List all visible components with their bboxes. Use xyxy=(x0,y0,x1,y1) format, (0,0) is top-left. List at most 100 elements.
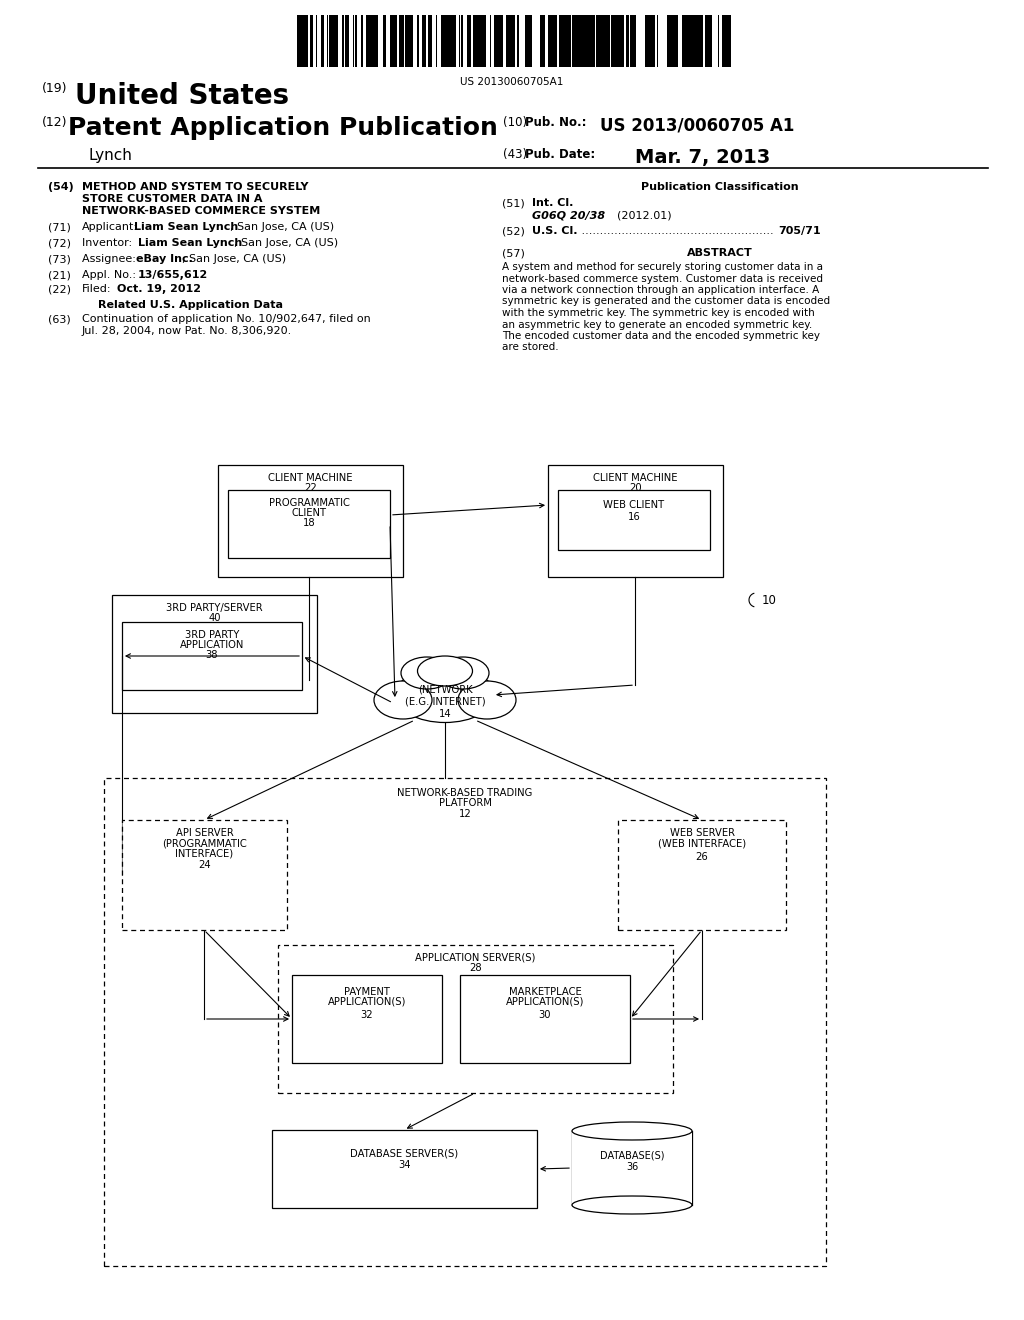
Bar xyxy=(482,15,484,67)
Text: (54): (54) xyxy=(48,182,74,191)
Bar xyxy=(653,15,655,67)
Bar xyxy=(461,15,463,67)
Text: APPLICATION(S): APPLICATION(S) xyxy=(506,997,584,1007)
Text: (22): (22) xyxy=(48,284,71,294)
Text: 36: 36 xyxy=(626,1162,638,1172)
Text: 12: 12 xyxy=(459,809,471,818)
Bar xyxy=(310,15,313,67)
Bar xyxy=(361,15,362,67)
Text: , San Jose, CA (US): , San Jose, CA (US) xyxy=(230,222,334,232)
Bar xyxy=(453,15,456,67)
Ellipse shape xyxy=(401,657,453,689)
Text: (NETWORK: (NETWORK xyxy=(418,685,472,696)
Text: (72): (72) xyxy=(48,238,71,248)
Ellipse shape xyxy=(572,1122,692,1140)
Bar xyxy=(401,15,403,67)
Bar xyxy=(612,15,614,67)
Text: (52): (52) xyxy=(502,226,525,236)
Bar xyxy=(529,15,531,67)
Text: (43): (43) xyxy=(503,148,527,161)
Text: NETWORK-BASED COMMERCE SYSTEM: NETWORK-BASED COMMERCE SYSTEM xyxy=(82,206,321,216)
Bar xyxy=(708,15,711,67)
Bar xyxy=(585,15,587,67)
Text: (10): (10) xyxy=(503,116,527,129)
Text: DATABASE SERVER(S): DATABASE SERVER(S) xyxy=(350,1148,459,1158)
Text: (PROGRAMMATIC: (PROGRAMMATIC xyxy=(162,838,247,847)
Bar xyxy=(651,15,653,67)
Text: (12): (12) xyxy=(42,116,68,129)
Bar xyxy=(575,15,579,67)
Text: DATABASE(S): DATABASE(S) xyxy=(600,1150,665,1160)
Bar xyxy=(728,15,731,67)
Text: METHOD AND SYSTEM TO SECURELY: METHOD AND SYSTEM TO SECURELY xyxy=(82,182,308,191)
Bar xyxy=(596,15,598,67)
Bar xyxy=(104,777,826,1266)
Text: APPLICATION(S): APPLICATION(S) xyxy=(328,997,407,1007)
Text: US 20130060705A1: US 20130060705A1 xyxy=(461,77,563,87)
Text: Liam Sean Lynch: Liam Sean Lynch xyxy=(138,238,243,248)
Text: (63): (63) xyxy=(48,314,71,323)
Bar xyxy=(572,1131,692,1205)
Text: Lynch: Lynch xyxy=(88,148,132,162)
Text: API SERVER: API SERVER xyxy=(176,828,233,838)
Bar xyxy=(374,15,378,67)
Text: 28: 28 xyxy=(469,964,482,973)
Bar xyxy=(369,15,373,67)
Bar xyxy=(506,15,509,67)
Bar xyxy=(409,15,413,67)
Text: 30: 30 xyxy=(539,1010,551,1020)
Bar xyxy=(555,15,557,67)
Text: 705/71: 705/71 xyxy=(778,226,820,236)
Bar xyxy=(417,15,419,67)
Bar xyxy=(122,820,287,931)
Bar xyxy=(473,15,477,67)
Ellipse shape xyxy=(458,681,516,719)
Text: .....................................................: ........................................… xyxy=(578,226,773,236)
Text: U.S. Cl.: U.S. Cl. xyxy=(532,226,578,236)
Text: Filed:: Filed: xyxy=(82,284,112,294)
Text: 26: 26 xyxy=(695,851,709,862)
Text: Jul. 28, 2004, now Pat. No. 8,306,920.: Jul. 28, 2004, now Pat. No. 8,306,920. xyxy=(82,326,292,337)
Bar xyxy=(366,15,369,67)
Bar xyxy=(383,15,386,67)
Text: Patent Application Publication: Patent Application Publication xyxy=(68,116,498,140)
Text: United States: United States xyxy=(75,82,289,110)
Bar xyxy=(228,490,390,558)
Bar xyxy=(690,15,693,67)
Bar xyxy=(705,15,708,67)
Ellipse shape xyxy=(572,1196,692,1214)
Text: 14: 14 xyxy=(438,709,452,719)
Text: NETWORK-BASED TRADING: NETWORK-BASED TRADING xyxy=(397,788,532,799)
Bar xyxy=(618,15,621,67)
Bar xyxy=(407,15,409,67)
Text: eBay Inc.: eBay Inc. xyxy=(136,253,193,264)
Bar xyxy=(630,15,632,67)
Bar xyxy=(517,15,519,67)
Text: PAYMENT: PAYMENT xyxy=(344,987,390,997)
Bar xyxy=(700,15,703,67)
Bar xyxy=(695,15,697,67)
Bar xyxy=(494,15,496,67)
Text: Related U.S. Application Data: Related U.S. Application Data xyxy=(97,300,283,310)
Ellipse shape xyxy=(374,681,432,719)
Text: (2012.01): (2012.01) xyxy=(617,210,672,220)
Text: , San Jose, CA (US): , San Jose, CA (US) xyxy=(234,238,338,248)
Text: 16: 16 xyxy=(628,512,640,521)
Text: (21): (21) xyxy=(48,271,71,280)
Bar xyxy=(564,15,566,67)
Bar xyxy=(722,15,724,67)
Text: A system and method for securely storing customer data in a: A system and method for securely storing… xyxy=(502,261,823,272)
Bar xyxy=(298,15,302,67)
Bar xyxy=(618,820,786,931)
Bar xyxy=(632,15,636,67)
Bar xyxy=(451,15,453,67)
Text: WEB SERVER: WEB SERVER xyxy=(670,828,734,838)
Bar xyxy=(561,15,564,67)
Bar xyxy=(588,15,591,67)
Text: (51): (51) xyxy=(502,198,524,209)
Text: (E.G. INTERNET): (E.G. INTERNET) xyxy=(404,697,485,708)
Text: (73): (73) xyxy=(48,253,71,264)
Bar xyxy=(671,15,673,67)
Bar xyxy=(724,15,727,67)
Text: , San Jose, CA (US): , San Jose, CA (US) xyxy=(182,253,286,264)
